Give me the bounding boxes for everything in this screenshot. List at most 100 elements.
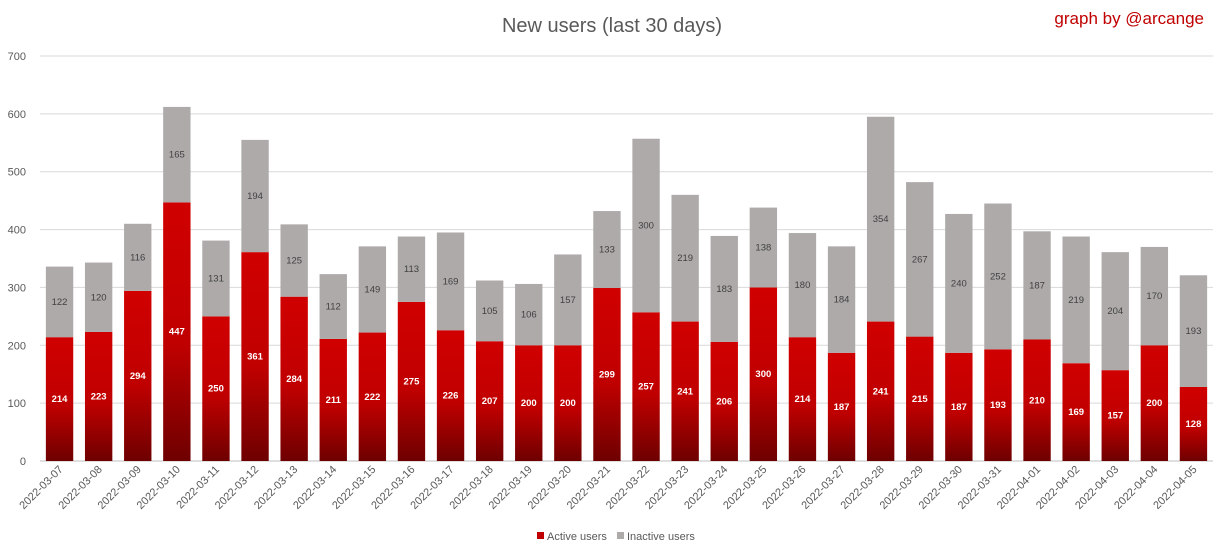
bar-active-users xyxy=(1140,345,1169,461)
data-label-inactive: 187 xyxy=(1029,280,1045,291)
data-label-active: 207 xyxy=(482,396,498,407)
data-label-active: 294 xyxy=(130,371,147,382)
data-label-inactive: 125 xyxy=(286,256,302,267)
data-label-active: 250 xyxy=(208,384,224,395)
chart-credit: graph by @arcange xyxy=(1054,9,1204,28)
data-label-active: 211 xyxy=(326,395,342,406)
data-label-active: 361 xyxy=(247,352,264,363)
data-label-active: 193 xyxy=(990,400,1006,411)
data-label-active: 299 xyxy=(599,370,615,381)
data-label-inactive: 169 xyxy=(443,276,459,287)
legend-label-inactive: Inactive users xyxy=(627,531,695,543)
bars: 214 122 223 120 294 116 447 165 250 131 361 194 284 1… xyxy=(45,106,1208,461)
legend: Active users Inactive users xyxy=(537,531,695,543)
data-label-inactive: 131 xyxy=(208,273,224,284)
bar-inactive-users xyxy=(84,262,113,332)
bar-inactive-users xyxy=(358,246,387,333)
data-label-active: 226 xyxy=(443,391,459,402)
data-label-inactive: 112 xyxy=(326,302,341,313)
bar-inactive-users xyxy=(749,207,778,288)
y-tick-label: 300 xyxy=(8,282,26,294)
data-label-inactive: 106 xyxy=(521,310,537,321)
bar-active-users xyxy=(710,341,738,461)
data-label-active: 169 xyxy=(1068,407,1084,418)
bar-inactive-users xyxy=(280,224,308,297)
bar-inactive-users xyxy=(241,139,269,253)
chart-title: New users (last 30 days) xyxy=(502,15,722,37)
bar-inactive-users xyxy=(319,274,347,339)
data-label-inactive: 180 xyxy=(795,280,811,291)
x-axis-ticks: 2022-03-072022-03-082022-03-092022-03-10… xyxy=(17,464,1199,512)
data-label-active: 210 xyxy=(1029,395,1045,406)
bar-inactive-users xyxy=(827,246,856,353)
bar-active-users xyxy=(554,345,582,461)
data-label-inactive: 105 xyxy=(482,306,498,317)
bar-inactive-users xyxy=(515,283,543,346)
bar-active-users xyxy=(1101,370,1129,461)
data-label-inactive: 149 xyxy=(364,284,380,295)
data-label-active: 257 xyxy=(638,382,654,393)
data-label-inactive: 354 xyxy=(873,214,889,225)
bar-active-users xyxy=(632,312,660,461)
data-label-active: 157 xyxy=(1107,411,1123,422)
data-label-active: 200 xyxy=(1146,398,1162,409)
data-label-inactive: 165 xyxy=(169,150,185,161)
bar-active-users xyxy=(280,296,308,461)
y-tick-label: 200 xyxy=(8,340,26,352)
bar-active-users xyxy=(827,352,856,461)
data-label-active: 200 xyxy=(560,398,576,409)
bar-active-users xyxy=(319,338,347,461)
bar-active-users xyxy=(593,288,621,461)
data-label-inactive: 122 xyxy=(52,297,68,308)
data-label-active: 241 xyxy=(677,386,694,397)
y-axis-ticks: 0 100 200 300 400 500 600 700 xyxy=(8,51,26,468)
data-label-active: 284 xyxy=(286,374,303,385)
data-label-inactive: 113 xyxy=(404,264,419,275)
bar-active-users xyxy=(397,301,426,461)
bar-inactive-users xyxy=(710,235,738,342)
data-label-inactive: 184 xyxy=(834,295,850,306)
bar-inactive-users xyxy=(163,106,191,203)
bar-active-users xyxy=(984,349,1012,461)
bar-inactive-users xyxy=(945,213,973,353)
data-label-active: 214 xyxy=(795,394,812,405)
bar-active-users xyxy=(358,332,387,461)
data-label-inactive: 133 xyxy=(599,245,615,256)
data-label-inactive: 116 xyxy=(130,252,145,263)
data-label-inactive: 193 xyxy=(1186,326,1202,337)
bar-active-users xyxy=(866,321,895,461)
bar-inactive-users xyxy=(397,236,426,302)
data-label-active: 215 xyxy=(912,394,929,405)
legend-label-active: Active users xyxy=(547,531,607,543)
bar-inactive-users xyxy=(1023,231,1051,340)
data-label-inactive: 157 xyxy=(560,295,576,306)
bar-inactive-users xyxy=(436,232,465,331)
data-label-inactive: 219 xyxy=(677,253,693,264)
bar-inactive-users xyxy=(124,223,152,291)
bar-inactive-users xyxy=(593,211,621,289)
data-label-inactive: 219 xyxy=(1068,295,1084,306)
bar-active-users xyxy=(84,331,113,461)
data-label-inactive: 138 xyxy=(755,243,771,254)
bar-active-users xyxy=(515,345,543,461)
bar-inactive-users xyxy=(1140,246,1169,346)
data-label-inactive: 183 xyxy=(716,284,732,295)
bar-active-users xyxy=(788,337,817,461)
bar-active-users xyxy=(906,336,934,461)
bar-active-users xyxy=(163,202,191,461)
data-label-active: 447 xyxy=(169,327,185,338)
bar-inactive-users xyxy=(554,254,582,346)
bar-active-users xyxy=(202,316,230,461)
y-tick-label: 0 xyxy=(20,456,26,468)
y-tick-label: 600 xyxy=(8,109,26,121)
bar-inactive-users xyxy=(202,240,230,317)
legend-swatch-inactive xyxy=(617,532,624,539)
gridlines xyxy=(40,55,1213,462)
bar-active-users xyxy=(945,352,973,461)
data-label-active: 187 xyxy=(834,402,850,413)
data-label-inactive: 170 xyxy=(1146,291,1162,302)
bar-inactive-users xyxy=(1062,236,1090,364)
data-label-active: 214 xyxy=(52,394,69,405)
